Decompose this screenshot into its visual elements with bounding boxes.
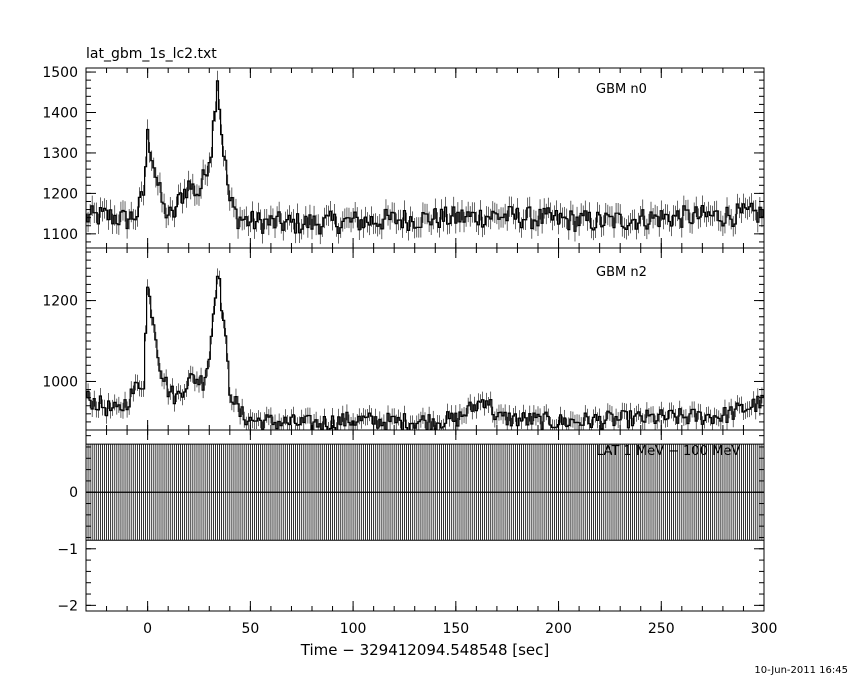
y-tick-label: 0 <box>69 485 78 501</box>
y-tick-label: 1000 <box>42 374 78 390</box>
panel-gbm-n0: GBM n0 1100 1200 1300 1400 1500 <box>42 65 765 249</box>
y-tick-label: −1 <box>57 542 78 558</box>
y-tick-label: 1200 <box>42 294 78 310</box>
series-line-top <box>86 80 764 235</box>
y-tick-label: 1200 <box>42 186 78 202</box>
x-axis-label: Time − 329412094.548548 [sec] <box>300 641 550 659</box>
x-tick-label: 150 <box>442 621 469 637</box>
panel-mid-label: GBM n2 <box>596 265 647 280</box>
panel-mid-frame <box>85 247 765 431</box>
x-tick-label: 50 <box>241 621 259 637</box>
y-tick-label: 1500 <box>42 65 78 81</box>
x-tick-label: 300 <box>751 621 778 637</box>
figure-title: lat_gbm_1s_lc2.txt <box>86 46 217 62</box>
x-tick-label: 100 <box>340 621 367 637</box>
x-axis: 0 50 100 150 200 250 300 <box>143 621 777 637</box>
x-tick-label: 200 <box>545 621 572 637</box>
y-tick-label: 1100 <box>42 227 78 243</box>
series-line-middle <box>86 275 764 430</box>
y-tick-label: 1400 <box>42 105 78 121</box>
y-tick-label: 1300 <box>42 146 78 162</box>
x-tick-label: 0 <box>143 621 152 637</box>
panel-top-label: GBM n0 <box>596 82 647 97</box>
y-tick-label: −2 <box>57 598 78 614</box>
x-tick-label: 250 <box>648 621 675 637</box>
panel-gbm-n2: GBM n2 1000 1200 <box>42 247 765 431</box>
timestamp: 10-Jun-2011 16:45 <box>754 665 848 676</box>
panel-lat: LAT 1 MeV − 100 MeV −2−10 <box>57 429 765 614</box>
